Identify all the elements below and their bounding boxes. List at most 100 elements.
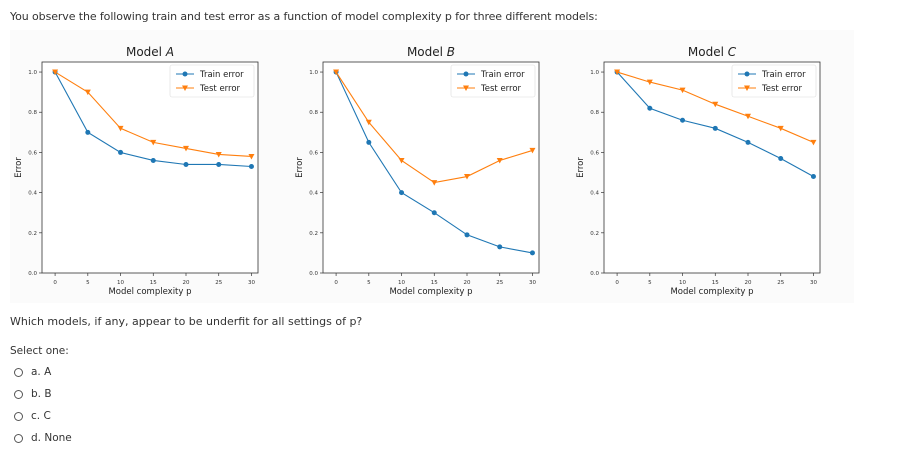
- x-tick-label: 10: [117, 280, 124, 286]
- train-error-point: [745, 139, 751, 145]
- answer-options: a. A b. B c. C d. None: [14, 361, 72, 449]
- y-tick-label: 0.4: [309, 191, 318, 197]
- train-error-point: [150, 157, 156, 163]
- x-tick-label: 5: [367, 280, 371, 286]
- train-error-point: [85, 129, 91, 135]
- test-error-point: [496, 157, 503, 164]
- train-error-point: [810, 174, 816, 180]
- option-c[interactable]: c. C: [14, 405, 72, 427]
- legend-train-marker: [182, 71, 188, 77]
- legend: Train error Test error: [169, 64, 255, 98]
- test-error-point: [464, 174, 470, 180]
- y-tick-label: 0.0: [28, 271, 37, 277]
- test-error-point: [84, 89, 91, 96]
- x-tick-label: 0: [53, 280, 57, 286]
- y-tick-label: 0.8: [590, 110, 599, 116]
- legend-train-marker: [463, 71, 469, 77]
- legend-test-marker: [744, 85, 750, 91]
- legend-box: [450, 64, 536, 98]
- y-tick-label: 1.0: [590, 70, 599, 76]
- y-axis-label: Error: [14, 157, 24, 178]
- train-error-point: [680, 117, 686, 123]
- test-error-point: [646, 79, 653, 86]
- legend-box: [731, 64, 817, 98]
- train-error-point: [183, 161, 189, 167]
- intro-text: You observe the following train and test…: [10, 10, 598, 23]
- train-error-point: [366, 139, 372, 145]
- radio-option-b[interactable]: [14, 389, 23, 399]
- train-error-point: [497, 244, 503, 250]
- x-tick-label: 20: [745, 280, 752, 286]
- y-tick-label: 0.6: [590, 150, 599, 156]
- train-error-point: [464, 232, 470, 238]
- train-error-point: [778, 155, 784, 161]
- test-error-point: [431, 180, 438, 186]
- legend-test-label: Test error: [761, 84, 803, 94]
- chart-title: Model C: [688, 45, 737, 59]
- legend-train-marker: [744, 71, 750, 77]
- y-tick-label: 0.2: [28, 231, 37, 237]
- y-tick-label: 0.6: [309, 150, 318, 156]
- x-tick-label: 25: [496, 280, 503, 286]
- legend-test-marker: [182, 85, 188, 91]
- y-tick-label: 0.8: [309, 110, 318, 116]
- test-error-point: [52, 69, 59, 76]
- y-tick-label: 0.0: [590, 271, 599, 277]
- chart-svg: Model B 0 5 10 15 20 25 30 0.0 0.2 0.4 0.6 0.8 1.0 Mod…: [295, 45, 540, 297]
- question-text: Which models, if any, appear to be under…: [10, 315, 363, 328]
- chart-title: Model A: [126, 45, 174, 59]
- test-error-point: [248, 153, 255, 160]
- test-error-point: [150, 139, 157, 146]
- legend-test-label: Test error: [480, 84, 522, 94]
- radio-option-c[interactable]: [14, 411, 23, 421]
- train-error-point: [118, 149, 124, 155]
- legend-test-marker: [463, 85, 469, 91]
- x-tick-label: 5: [86, 280, 90, 286]
- legend-train-label: Train error: [480, 70, 525, 80]
- x-axis-label: Model complexity p: [108, 287, 191, 297]
- x-tick-label: 20: [464, 280, 471, 286]
- x-tick-label: 15: [431, 280, 438, 286]
- x-tick-label: 10: [679, 280, 686, 286]
- option-d-label: d. None: [31, 432, 72, 444]
- x-tick-label: 30: [810, 280, 817, 286]
- select-one-label: Select one:: [10, 345, 69, 357]
- y-axis-label: Error: [576, 157, 586, 178]
- y-tick-label: 0.8: [28, 110, 37, 116]
- y-tick-label: 0.2: [590, 231, 599, 237]
- y-tick-label: 0.4: [590, 191, 599, 197]
- option-a-label: a. A: [31, 366, 52, 378]
- option-c-label: c. C: [31, 410, 51, 422]
- test-error-point: [398, 157, 405, 164]
- x-tick-label: 25: [777, 280, 784, 286]
- train-error-point: [647, 105, 653, 111]
- test-error-point: [777, 125, 784, 132]
- test-error-point: [215, 151, 222, 158]
- test-error-point: [183, 145, 189, 152]
- test-error-point: [333, 69, 340, 76]
- x-tick-label: 0: [615, 280, 619, 286]
- x-tick-label: 0: [334, 280, 338, 286]
- y-tick-label: 0.6: [28, 150, 37, 156]
- test-error-point: [679, 87, 686, 94]
- test-error-point: [529, 147, 536, 154]
- x-tick-label: 25: [215, 280, 222, 286]
- test-error-point: [810, 139, 817, 146]
- radio-option-d[interactable]: [14, 433, 23, 443]
- chart-model-c: Model C 0 5 10 15 20 25 30 0.0 0.2 0.4 0.6 0.8 1.0 Mod…: [572, 30, 854, 303]
- y-tick-label: 0.0: [309, 271, 318, 277]
- option-a[interactable]: a. A: [14, 361, 72, 383]
- chart-title: Model B: [407, 45, 455, 59]
- option-b[interactable]: b. B: [14, 383, 72, 405]
- x-tick-label: 20: [183, 280, 190, 286]
- x-tick-label: 30: [248, 280, 255, 286]
- legend-train-label: Train error: [199, 70, 244, 80]
- y-tick-label: 1.0: [28, 70, 37, 76]
- chart-model-a: Model A 0 5 10 15 20 25 30 0.0 0.2 0.4 0.6 0.8 1.0 Mod…: [10, 30, 292, 303]
- y-tick-label: 0.2: [309, 231, 318, 237]
- legend-box: [169, 64, 255, 98]
- legend: Train error Test error: [450, 64, 536, 98]
- radio-option-a[interactable]: [14, 367, 23, 377]
- option-d[interactable]: d. None: [14, 427, 72, 449]
- test-error-point: [117, 125, 124, 132]
